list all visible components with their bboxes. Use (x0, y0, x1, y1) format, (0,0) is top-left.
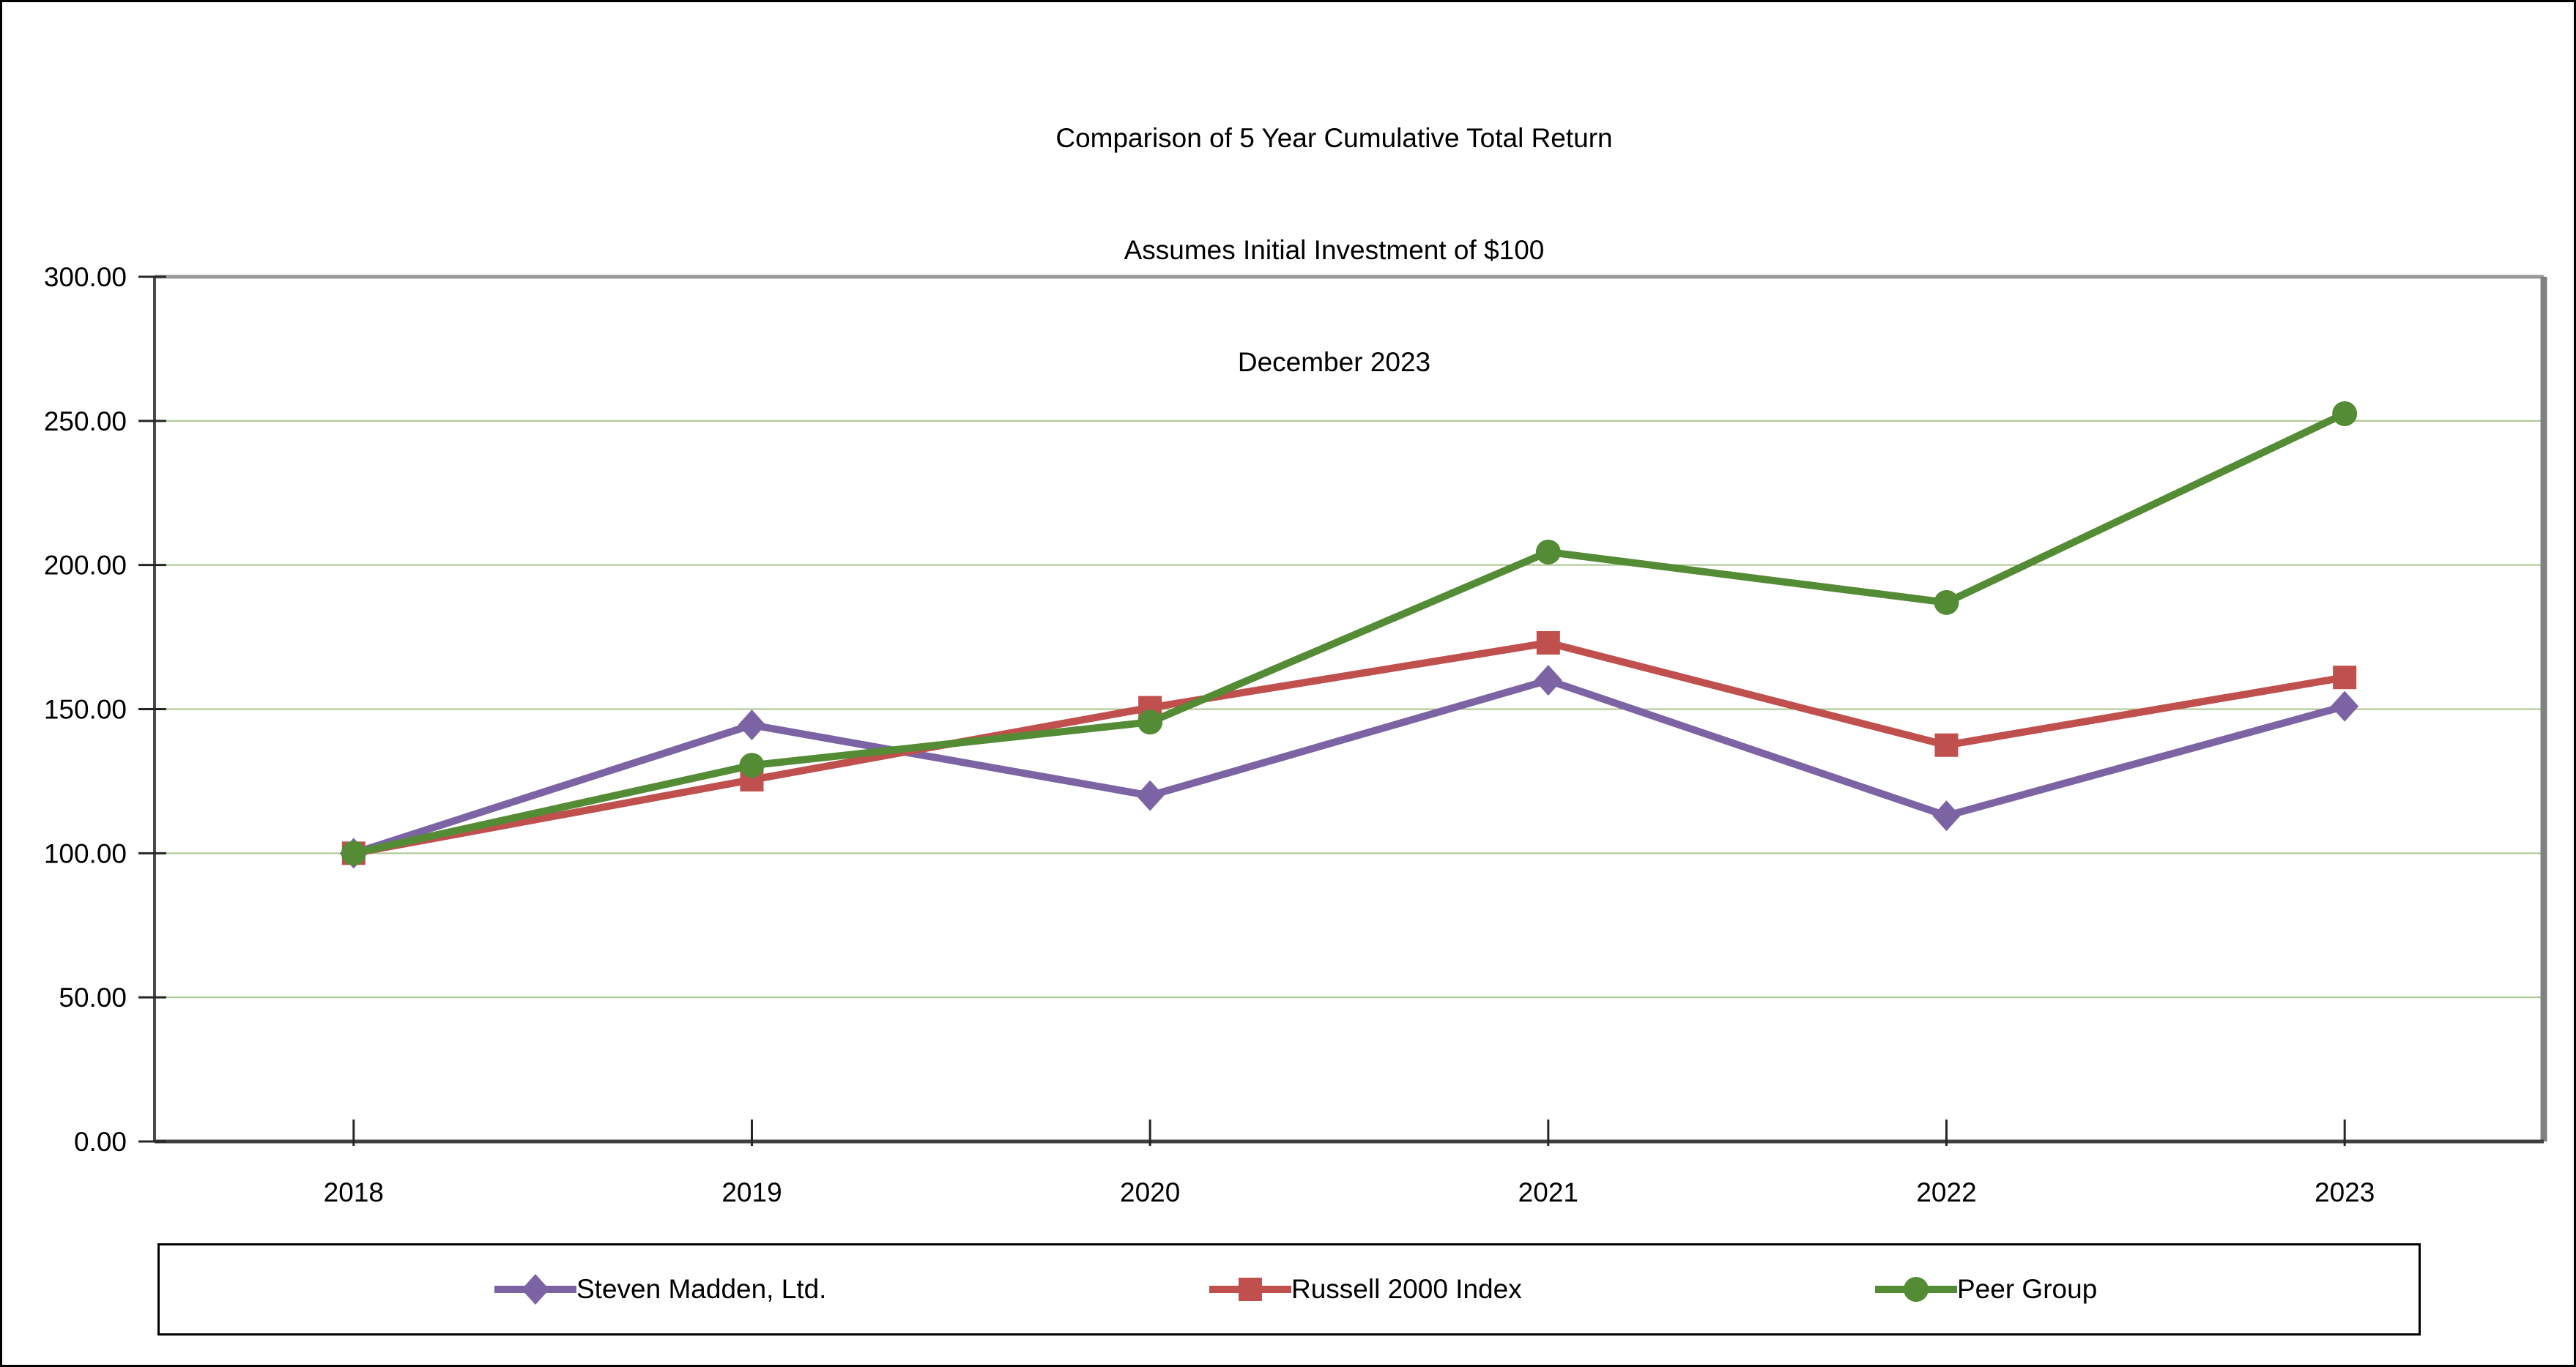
chart-title-line-2: Assumes Initial Investment of $100 (1124, 235, 1545, 265)
series-steven-madden-ltd (339, 665, 2359, 869)
legend-label-peer-group: Peer Group (1957, 1274, 2098, 1304)
series-line (349, 677, 2349, 857)
circle-data-point (2332, 401, 2358, 426)
y-axis-label: 150.00 (44, 695, 127, 725)
y-axis-label: 0.00 (74, 1127, 127, 1157)
circle-data-point (341, 841, 366, 866)
chart-title-line-3: December 2023 (1237, 347, 1431, 377)
y-axis-label: 200.00 (44, 551, 127, 581)
diamond-data-point (1136, 780, 1165, 811)
diamond-legend-glyph (521, 1274, 549, 1305)
square-legend-glyph (1239, 1278, 1262, 1301)
chart-title: Comparison of 5 Year Cumulative Total Re… (94, 45, 2574, 455)
circle-legend-glyph (1904, 1277, 1929, 1302)
circle-data-point (1137, 709, 1163, 735)
series-russell-2000-index (341, 630, 2357, 865)
diamond-data-point (2331, 690, 2359, 722)
square-data-point (1934, 733, 1959, 757)
diamond-data-point (738, 709, 766, 741)
diamond-data-point (1534, 665, 1562, 696)
legend-item-peer-group: Peer Group (1875, 1245, 2097, 1333)
chart-title-line-1: Comparison of 5 Year Cumulative Total Re… (1055, 123, 1613, 153)
x-axis-label: 2019 (721, 1177, 782, 1207)
circle-marker-icon (1875, 1277, 1957, 1302)
y-axis-label: 50.00 (59, 983, 127, 1013)
series-line (349, 638, 2349, 857)
square-data-point (2333, 666, 2357, 690)
diamond-marker-icon (494, 1274, 576, 1305)
x-axis-label: 2023 (2315, 1177, 2375, 1207)
legend-item-russell-2000: Russell 2000 Index (1209, 1245, 1522, 1333)
x-axis-label: 2020 (1120, 1177, 1180, 1207)
legend-label-steven-madden: Steven Madden, Ltd. (576, 1274, 827, 1304)
x-axis-label: 2021 (1518, 1177, 1578, 1207)
legend-item-steven-madden: Steven Madden, Ltd. (494, 1245, 826, 1333)
y-axis-label: 250.00 (44, 406, 127, 436)
diamond-data-point (1932, 800, 1961, 832)
legend-label-russell-2000: Russell 2000 Index (1291, 1274, 1522, 1304)
square-marker-icon (1209, 1278, 1291, 1301)
chart-legend: Steven Madden, Ltd. Russell 2000 Index P… (157, 1243, 2421, 1336)
x-axis-label: 2022 (1916, 1177, 1976, 1207)
y-axis-label: 100.00 (44, 838, 127, 868)
circle-data-point (1934, 589, 1959, 615)
series-peer-group (341, 401, 2358, 866)
x-axis-label: 2018 (324, 1177, 384, 1207)
square-data-point (1536, 630, 1560, 655)
y-axis-label: 300.00 (44, 262, 127, 292)
series-line (349, 409, 2349, 857)
circle-data-point (1535, 539, 1561, 565)
circle-data-point (739, 753, 765, 778)
